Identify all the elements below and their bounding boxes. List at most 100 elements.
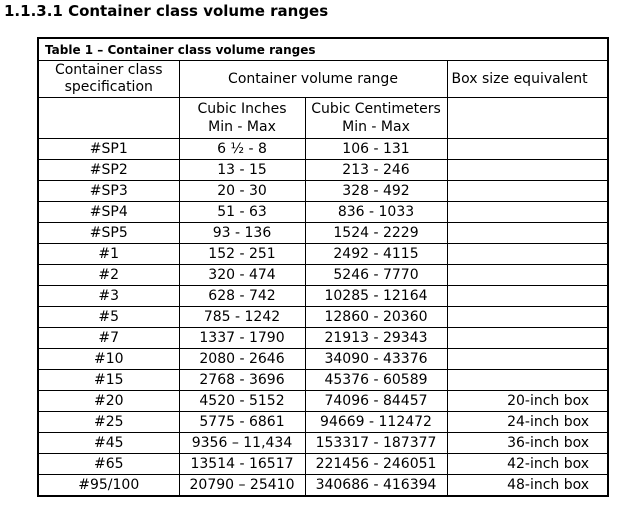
header-row: Container class specification Container …	[37, 60, 609, 98]
row-spec: #SP3	[37, 180, 180, 202]
row-box-size: 42-inch box	[446, 453, 609, 475]
row-cubic-inches: 4520 - 5152	[178, 390, 306, 412]
row-spec: #65	[37, 453, 180, 475]
cubic-inches-label: Cubic Inches	[197, 101, 287, 117]
table-caption: Table 1 – Container class volume ranges	[37, 37, 609, 61]
min-max-inches-label: Min - Max	[208, 119, 276, 135]
row-cubic-inches: 13 - 15	[178, 159, 306, 181]
row-cubic-cm: 836 - 1033	[304, 201, 448, 223]
row-cubic-cm: 12860 - 20360	[304, 306, 448, 328]
table-row: #3 628 - 742 10285 - 12164	[37, 285, 609, 307]
table-row: #15 2768 - 3696 45376 - 60589	[37, 369, 609, 391]
row-spec: #10	[37, 348, 180, 370]
sub-header-empty	[37, 97, 180, 139]
row-cubic-inches: 20790 – 25410	[178, 474, 306, 497]
row-cubic-inches: 93 - 136	[178, 222, 306, 244]
row-box-size: 48-inch box	[446, 474, 609, 497]
row-cubic-inches: 20 - 30	[178, 180, 306, 202]
header-box: Box size equivalent	[446, 60, 609, 98]
row-cubic-cm: 94669 - 112472	[304, 411, 448, 433]
row-spec: #SP1	[37, 138, 180, 160]
row-cubic-inches: 6 ½ - 8	[178, 138, 306, 160]
row-box-size	[446, 327, 609, 349]
row-cubic-inches: 51 - 63	[178, 201, 306, 223]
row-box-size	[446, 348, 609, 370]
row-box-size	[446, 369, 609, 391]
row-cubic-inches: 320 - 474	[178, 264, 306, 286]
row-spec: #SP5	[37, 222, 180, 244]
row-cubic-inches: 5775 - 6861	[178, 411, 306, 433]
table-row: #7 1337 - 1790 21913 - 29343	[37, 327, 609, 349]
row-cubic-cm: 1524 - 2229	[304, 222, 448, 244]
row-spec: #1	[37, 243, 180, 265]
row-cubic-cm: 34090 - 43376	[304, 348, 448, 370]
min-max-cm-label: Min - Max	[342, 119, 410, 135]
row-cubic-cm: 2492 - 4115	[304, 243, 448, 265]
row-box-size	[446, 306, 609, 328]
row-cubic-cm: 153317 - 187377	[304, 432, 448, 454]
sub-header-box-empty	[446, 97, 609, 139]
row-box-size	[446, 264, 609, 286]
table-caption-row: Table 1 – Container class volume ranges	[37, 37, 609, 61]
sub-header-inches: Cubic Inches Min - Max	[178, 97, 306, 139]
header-spec: Container class specification	[37, 60, 180, 98]
row-box-size: 36-inch box	[446, 432, 609, 454]
row-cubic-cm: 10285 - 12164	[304, 285, 448, 307]
row-spec: #5	[37, 306, 180, 328]
row-spec: #45	[37, 432, 180, 454]
row-cubic-inches: 1337 - 1790	[178, 327, 306, 349]
header-range: Container volume range	[178, 60, 448, 98]
table-row: #2 320 - 474 5246 - 7770	[37, 264, 609, 286]
row-cubic-cm: 213 - 246	[304, 159, 448, 181]
cubic-cm-label: Cubic Centimeters	[311, 101, 441, 117]
table-row: #SP4 51 - 63 836 - 1033	[37, 201, 609, 223]
row-cubic-inches: 152 - 251	[178, 243, 306, 265]
table-row: #SP3 20 - 30 328 - 492	[37, 180, 609, 202]
row-spec: #95/100	[37, 474, 180, 497]
row-cubic-inches: 2080 - 2646	[178, 348, 306, 370]
row-box-size	[446, 222, 609, 244]
row-cubic-cm: 5246 - 7770	[304, 264, 448, 286]
row-cubic-cm: 106 - 131	[304, 138, 448, 160]
table-row: #SP2 13 - 15 213 - 246	[37, 159, 609, 181]
table-row: #1 152 - 251 2492 - 4115	[37, 243, 609, 265]
row-spec: #20	[37, 390, 180, 412]
row-box-size	[446, 285, 609, 307]
table-row: #25 5775 - 6861 94669 - 112472 24-inch box	[37, 411, 609, 433]
table-row: #SP5 93 - 136 1524 - 2229	[37, 222, 609, 244]
volume-ranges-table: Table 1 – Container class volume ranges …	[37, 37, 610, 497]
table-row: #10 2080 - 2646 34090 - 43376	[37, 348, 609, 370]
table-body: #SP1 6 ½ - 8 106 - 131 #SP2 13 - 15 213 - 246…	[37, 138, 609, 497]
table-row: #95/100 20790 – 25410 340686 - 416394 48-in…	[37, 474, 609, 497]
row-box-size: 24-inch box	[446, 411, 609, 433]
row-box-size	[446, 138, 609, 160]
row-spec: #7	[37, 327, 180, 349]
row-spec: #3	[37, 285, 180, 307]
table-row: #65 13514 - 16517 221456 - 246051 42-inch b…	[37, 453, 609, 475]
row-spec: #SP4	[37, 201, 180, 223]
row-box-size	[446, 201, 609, 223]
table-row: #SP1 6 ½ - 8 106 - 131	[37, 138, 609, 160]
table-row: #5 785 - 1242 12860 - 20360	[37, 306, 609, 328]
row-cubic-inches: 785 - 1242	[178, 306, 306, 328]
row-cubic-cm: 340686 - 416394	[304, 474, 448, 497]
row-cubic-cm: 221456 - 246051	[304, 453, 448, 475]
sub-header-row: Cubic Inches Min - Max Cubic Centimeters…	[37, 97, 609, 139]
row-cubic-inches: 13514 - 16517	[178, 453, 306, 475]
section-heading: 1.1.3.1 Container class volume ranges	[4, 2, 329, 20]
row-spec: #15	[37, 369, 180, 391]
row-cubic-cm: 328 - 492	[304, 180, 448, 202]
row-cubic-inches: 2768 - 3696	[178, 369, 306, 391]
table-row: #20 4520 - 5152 74096 - 84457 20-inch box	[37, 390, 609, 412]
row-cubic-cm: 21913 - 29343	[304, 327, 448, 349]
table-row: #45 9356 – 11,434 153317 - 187377 36-inch b…	[37, 432, 609, 454]
sub-header-cm: Cubic Centimeters Min - Max	[304, 97, 448, 139]
row-box-size: 20-inch box	[446, 390, 609, 412]
row-cubic-cm: 45376 - 60589	[304, 369, 448, 391]
row-spec: #2	[37, 264, 180, 286]
row-box-size	[446, 243, 609, 265]
row-box-size	[446, 180, 609, 202]
row-spec: #25	[37, 411, 180, 433]
row-cubic-inches: 628 - 742	[178, 285, 306, 307]
row-spec: #SP2	[37, 159, 180, 181]
